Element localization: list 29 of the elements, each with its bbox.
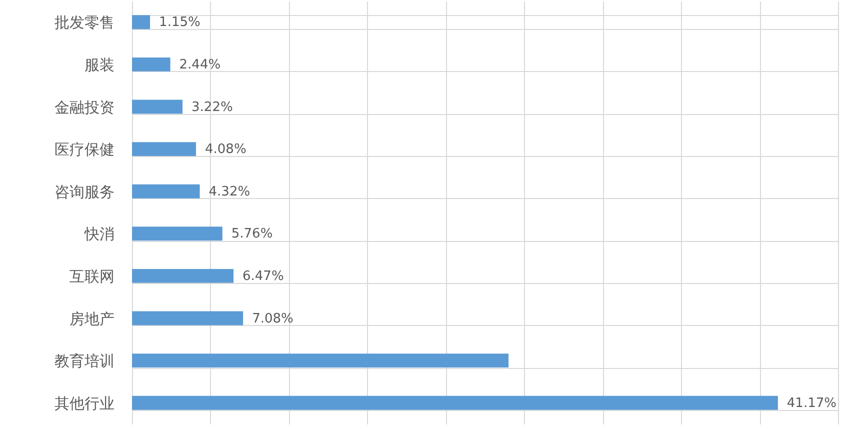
data-label: 4.32% — [208, 184, 250, 200]
bar — [132, 396, 778, 410]
bar — [132, 354, 509, 368]
bar — [132, 268, 234, 283]
bar — [132, 57, 170, 72]
bar — [132, 142, 196, 156]
data-label: 5.76% — [231, 226, 273, 242]
bar — [132, 226, 222, 241]
y-tick-label: 互联网 — [70, 267, 114, 286]
data-label: 41.17% — [786, 396, 836, 411]
y-tick-label: 快消 — [84, 225, 114, 244]
y-tick-label: 房地产 — [70, 310, 114, 328]
bar — [132, 311, 244, 326]
y-tick-label: 服装 — [84, 56, 114, 74]
data-label: 1.15% — [159, 15, 200, 30]
y-tick-label: 医疗保健 — [54, 140, 114, 159]
data-label: 7.08% — [252, 311, 294, 326]
y-tick-label: 批发零售 — [54, 14, 114, 32]
y-tick-label: 教育培训 — [54, 352, 114, 370]
y-tick-label: 咨询服务 — [54, 182, 114, 201]
bar — [132, 184, 200, 198]
data-label: 4.08% — [205, 142, 246, 158]
bar — [132, 100, 183, 114]
bar — [132, 15, 150, 30]
y-tick-label: 其他行业 — [54, 394, 114, 412]
data-label: 6.47% — [242, 268, 284, 284]
data-label: 3.22% — [192, 100, 233, 115]
y-tick-label: 金融投资 — [54, 98, 114, 116]
data-label: 2.44% — [179, 57, 221, 72]
